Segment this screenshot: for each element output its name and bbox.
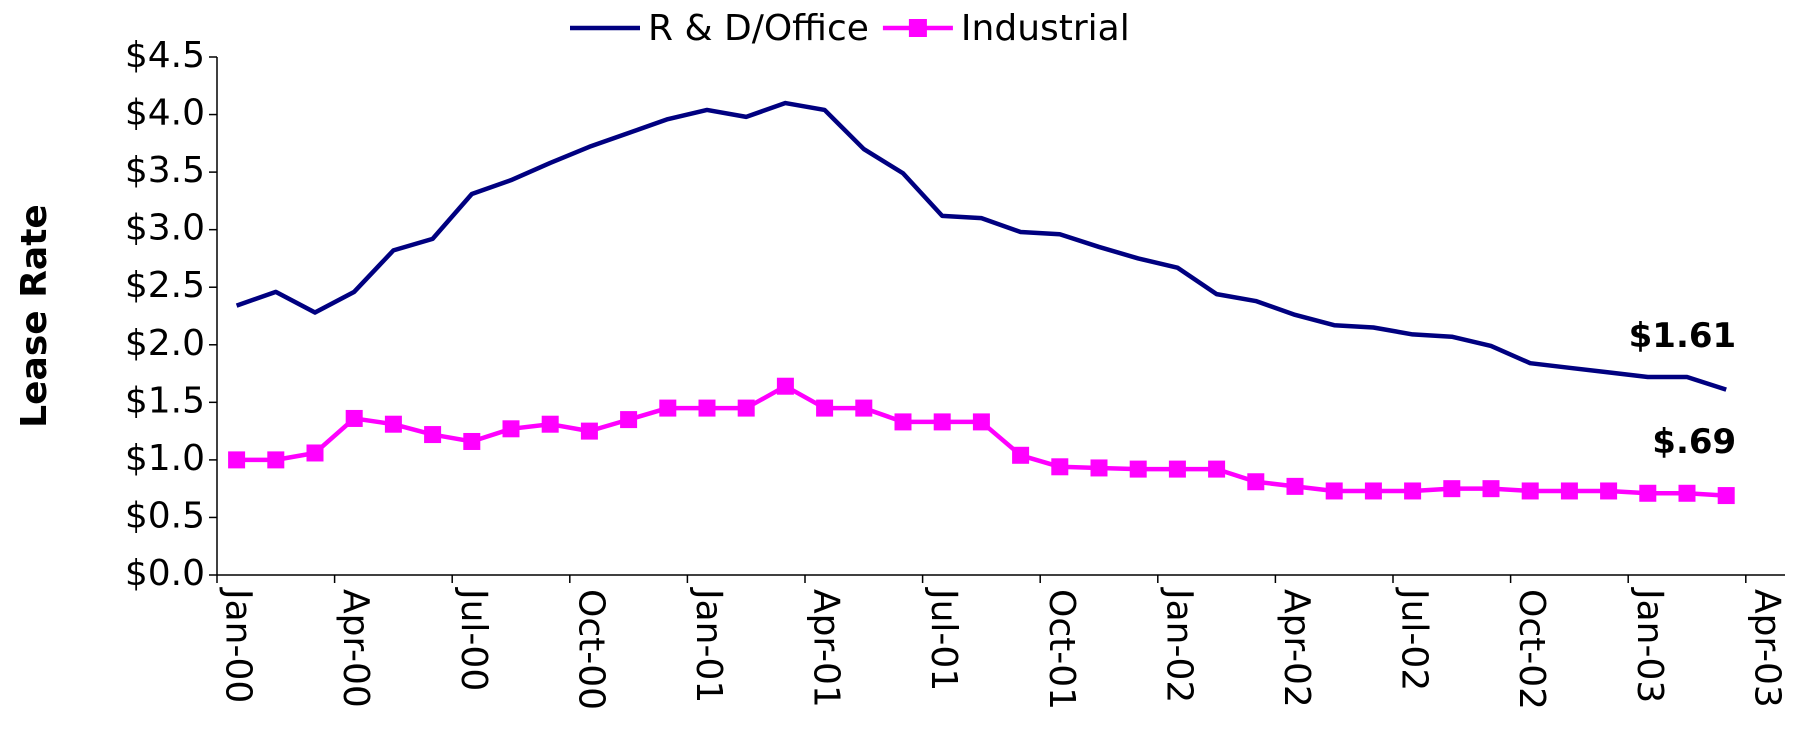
y-tick-label: $3.0 — [125, 208, 205, 249]
marker — [1404, 482, 1422, 500]
y-tick-label: $0.5 — [125, 495, 205, 536]
marker — [737, 399, 755, 417]
y-tick-label: $2.0 — [125, 323, 205, 364]
x-tick-label: Apr-01 — [806, 589, 847, 708]
marker — [1482, 480, 1500, 498]
marker — [1639, 484, 1657, 502]
marker — [1443, 480, 1461, 498]
marker — [816, 399, 834, 417]
marker — [580, 422, 598, 440]
marker — [698, 399, 716, 417]
y-tick-label: $4.5 — [125, 35, 205, 76]
marker — [1560, 482, 1578, 500]
marker — [541, 415, 559, 433]
y-tick-label: $3.5 — [125, 150, 205, 191]
marker — [933, 413, 951, 431]
marker — [1129, 460, 1147, 478]
marker — [1286, 477, 1304, 495]
marker — [1600, 482, 1618, 500]
x-tick-label: Apr-00 — [335, 589, 376, 708]
marker — [1051, 458, 1069, 476]
y-tick-label: $2.5 — [125, 265, 205, 306]
marker — [894, 413, 912, 431]
marker — [659, 399, 677, 417]
marker — [1168, 460, 1186, 478]
x-tick-label: Jan-03 — [1629, 587, 1670, 703]
x-tick-label: Oct-02 — [1511, 589, 1552, 710]
x-tick-label: Apr-02 — [1276, 589, 1317, 708]
x-tick-label: Oct-00 — [570, 589, 611, 710]
annotation: $1.61 — [1629, 316, 1737, 356]
marker — [502, 420, 520, 438]
marker — [463, 432, 481, 450]
legend-marker — [908, 19, 927, 37]
series-line — [236, 383, 1727, 498]
marker — [384, 415, 402, 433]
x-tick-label: Jul-01 — [923, 587, 964, 691]
x-tick-label: Apr-03 — [1746, 589, 1787, 708]
x-tick-label: Jan-01 — [688, 587, 729, 703]
marker — [1247, 473, 1265, 491]
marker — [1717, 487, 1735, 505]
x-tick-label: Jul-02 — [1394, 587, 1435, 691]
marker — [1678, 484, 1696, 502]
marker — [620, 411, 638, 429]
marker — [1325, 482, 1343, 500]
y-tick-label: $1.0 — [125, 438, 205, 479]
marker — [228, 451, 246, 469]
marker — [776, 377, 794, 395]
marker — [1364, 482, 1382, 500]
y-tick-label: $4.0 — [125, 93, 205, 134]
marker — [1090, 459, 1108, 477]
y-tick-label: $0.0 — [125, 553, 205, 594]
legend-label: Industrial — [961, 8, 1130, 49]
y-axis-label: Lease Rate — [14, 204, 55, 428]
marker — [1012, 446, 1030, 464]
legend-label: R & D/Office — [648, 8, 869, 49]
marker — [306, 444, 324, 462]
x-tick-label: Oct-01 — [1041, 589, 1082, 710]
y-tick-label: $1.5 — [125, 380, 205, 421]
series-line — [235, 100, 1727, 392]
marker — [345, 409, 363, 427]
marker — [1521, 482, 1539, 500]
marker — [855, 399, 873, 417]
marker — [1208, 460, 1226, 478]
x-tick-label: Jan-00 — [218, 587, 259, 703]
x-tick-label: Jul-00 — [453, 587, 494, 691]
marker — [267, 451, 285, 469]
x-tick-label: Jan-02 — [1158, 587, 1199, 703]
marker — [972, 413, 990, 431]
annotation: $.69 — [1652, 422, 1736, 462]
marker — [424, 426, 442, 444]
